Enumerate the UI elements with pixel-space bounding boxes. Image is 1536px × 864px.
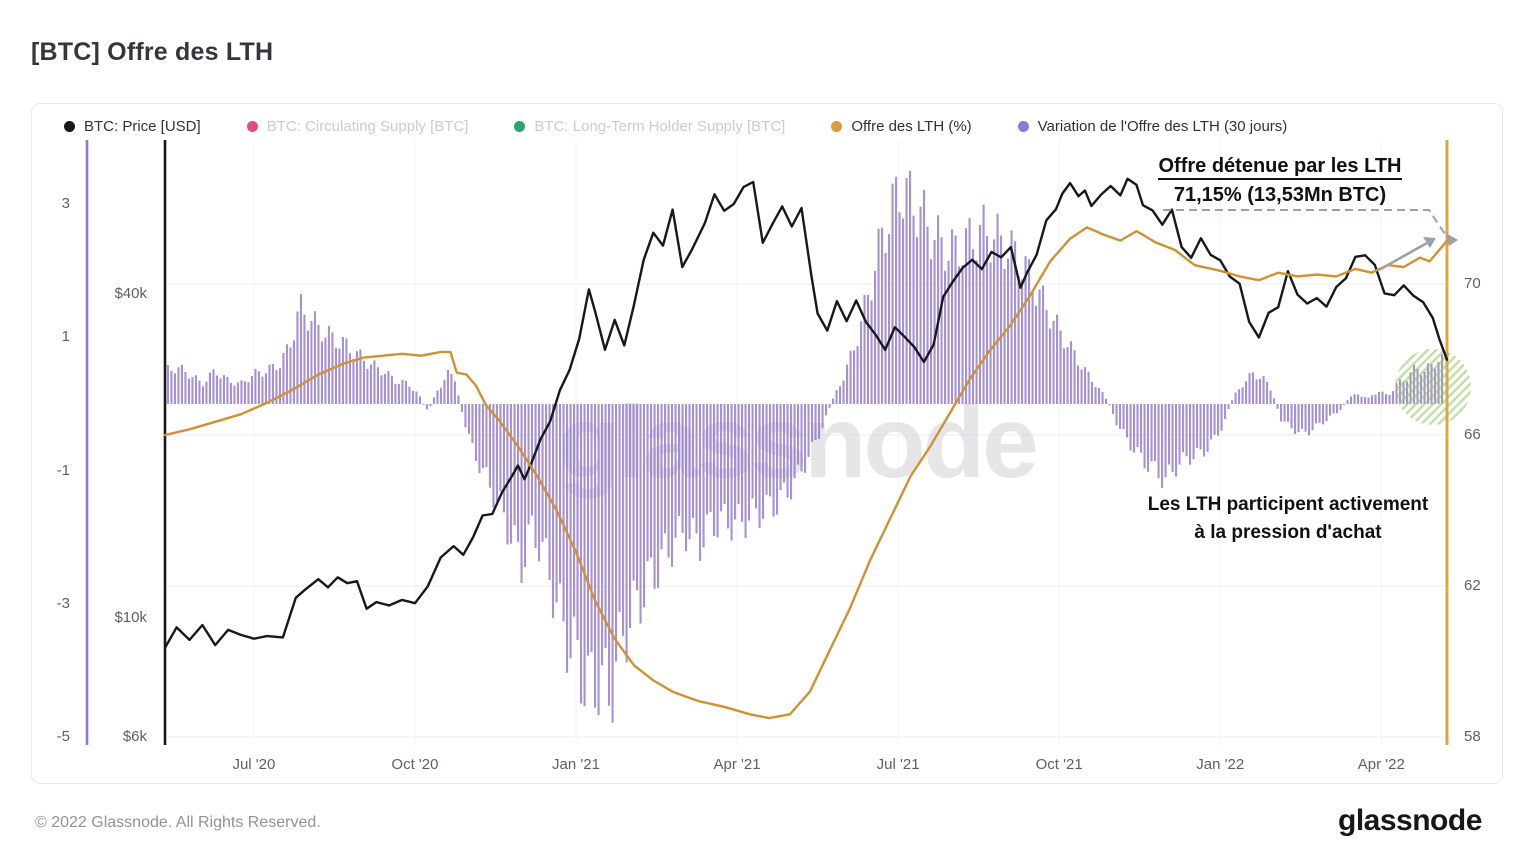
x-axis-tick: Oct '21 [1035,756,1083,773]
x-axis-tick: Apr '21 [713,756,761,773]
x-axis-tick: Apr '22 [1357,756,1405,773]
x-axis-tick: Jan '22 [1196,756,1245,773]
x-axis-tick: Oct '20 [391,756,439,773]
annotation-supply-title: Offre détenue par les LTH [1158,155,1402,180]
variation-axis-tick: -1 [56,461,70,479]
legend-item-4[interactable]: Variation de l'Offre des LTH (30 jours) [1017,118,1288,135]
legend-item-3[interactable]: Offre des LTH (%) [831,118,972,135]
legend: BTC: Price [USD] BTC: Circulating Supply … [64,118,1287,135]
legend-label: BTC: Price [USD] [84,118,201,135]
pct-axis-tick: 70 [1464,275,1481,292]
x-axis-tick: Jul '21 [876,756,920,773]
legend-label: BTC: Circulating Supply [BTC] [266,118,469,135]
legend-dot-icon [1017,121,1029,132]
footer-copyright: © 2022 Glassnode. All Rights Reserved. [35,814,321,831]
annotation-buy-pressure-line1: Les LTH participent activement [1147,494,1429,515]
legend-label: Offre des LTH (%) [851,118,972,135]
pct-axis-tick: 62 [1464,577,1481,594]
legend-dot-icon [246,121,258,132]
annotation-buy-pressure-line2: à la pression d'achat [1194,522,1382,543]
legend-item-1[interactable]: BTC: Circulating Supply [BTC] [246,118,469,135]
legend-label: BTC: Long-Term Holder Supply [BTC] [534,118,786,135]
legend-dot-icon [514,121,526,132]
annotation-supply-value: 71,15% (13,53Mn BTC) [1173,184,1387,206]
pct-axis-tick: 66 [1464,426,1481,443]
annotation-supply-held: Offre détenue par les LTH 71,15% (13,53M… [1100,152,1460,210]
variation-axis-tick: 3 [61,195,70,213]
pct-axis-tick: 58 [1464,728,1481,745]
price-axis-tick: $6k [122,728,147,746]
legend-dot-icon [831,121,843,132]
price-axis-tick: $40k [114,285,147,302]
legend-label: Variation de l'Offre des LTH (30 jours) [1037,118,1288,135]
legend-dot-icon [64,121,75,132]
x-axis-tick: Jul '20 [232,756,276,773]
variation-axis-tick: 1 [61,328,70,346]
legend-item-0[interactable]: BTC: Price [USD] [64,118,201,135]
glassnode-logo: glassnode [1338,804,1482,837]
variation-axis-tick: -5 [56,728,70,745]
price-axis-tick: $10k [114,608,147,626]
page-title: [BTC] Offre des LTH [31,38,274,66]
x-axis-tick: Jan '21 [552,756,600,773]
variation-axis-tick: -3 [56,594,70,612]
legend-item-2[interactable]: BTC: Long-Term Holder Supply [BTC] [514,118,785,135]
annotation-buy-pressure: Les LTH participent activement à la pres… [1105,491,1471,547]
